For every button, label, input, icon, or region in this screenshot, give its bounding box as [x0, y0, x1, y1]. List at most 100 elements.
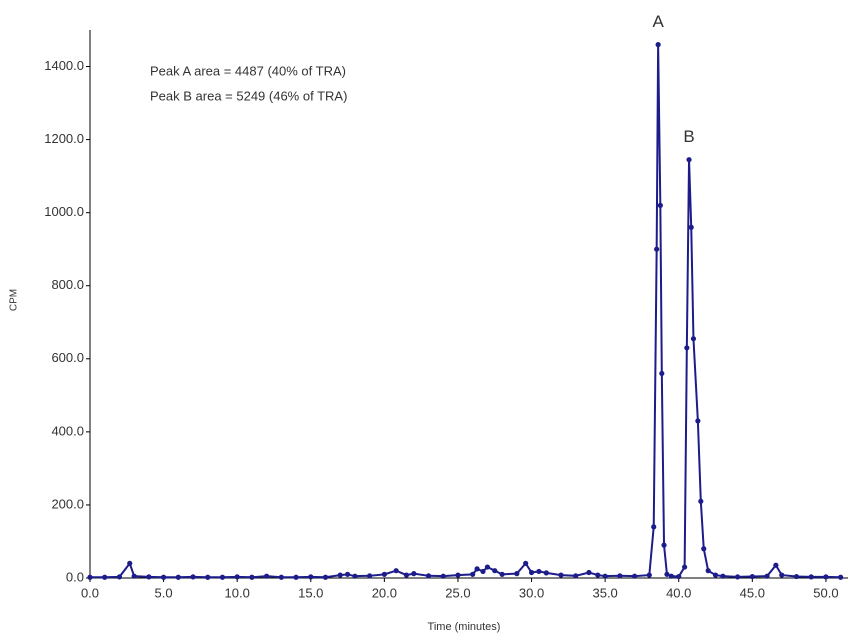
data-point — [793, 573, 800, 580]
data-point — [735, 574, 741, 580]
y-tick-label: 400.0 — [51, 423, 84, 438]
data-point — [688, 224, 694, 230]
data-point — [661, 542, 667, 548]
data-point — [668, 573, 674, 579]
data-point — [823, 574, 829, 580]
data-point — [102, 574, 108, 580]
annotation: Peak B area = 5249 (46% of TRA) — [150, 88, 347, 103]
data-point — [337, 572, 343, 578]
data-point — [344, 571, 351, 577]
data-point — [586, 569, 592, 576]
data-point — [492, 568, 498, 574]
data-point — [602, 573, 608, 579]
x-axis-label: Time (minutes) — [428, 621, 501, 633]
data-point — [523, 560, 529, 566]
data-point — [234, 574, 240, 580]
data-point — [705, 568, 711, 574]
peak-label: B — [683, 127, 694, 146]
data-point — [659, 370, 665, 377]
data-point — [651, 524, 657, 530]
data-point — [514, 571, 520, 577]
data-point — [595, 572, 601, 578]
annotation: Peak A area = 4487 (40% of TRA) — [150, 63, 346, 78]
y-tick-label: 800.0 — [51, 277, 84, 292]
x-tick-label: 30.0 — [519, 585, 544, 600]
data-point — [480, 568, 486, 575]
data-point — [655, 42, 661, 48]
y-tick-label: 0.0 — [66, 569, 84, 584]
data-point — [175, 574, 181, 580]
data-point — [205, 574, 211, 580]
y-tick-label: 1400.0 — [44, 58, 84, 73]
data-point — [690, 336, 697, 342]
data-point — [381, 571, 387, 577]
data-point — [558, 572, 564, 578]
data-point — [654, 246, 660, 252]
data-point — [720, 573, 726, 579]
x-tick-label: 35.0 — [592, 585, 617, 600]
x-tick-label: 20.0 — [372, 585, 397, 600]
data-point — [808, 574, 814, 580]
x-tick-label: 5.0 — [155, 585, 173, 600]
data-point — [293, 574, 299, 580]
data-point — [411, 571, 417, 577]
data-point — [131, 573, 137, 579]
y-axis-label: CPM — [9, 289, 20, 311]
data-point — [264, 573, 270, 579]
data-point — [470, 571, 476, 577]
data-point — [455, 572, 461, 578]
data-point — [684, 345, 690, 351]
data-point — [646, 572, 652, 578]
data-point — [116, 574, 123, 580]
data-point — [682, 564, 688, 570]
data-point — [676, 573, 682, 580]
y-tick-label: 1000.0 — [44, 204, 84, 219]
data-point — [484, 564, 490, 570]
data-point — [190, 574, 196, 580]
data-point — [474, 566, 480, 572]
data-point — [749, 573, 755, 580]
data-point — [425, 573, 432, 579]
data-point — [308, 574, 314, 580]
data-point — [764, 573, 770, 579]
data-point — [528, 569, 535, 576]
data-point — [87, 574, 93, 580]
data-point — [657, 202, 663, 208]
data-line — [90, 44, 841, 579]
data-point — [664, 571, 670, 577]
data-point — [573, 573, 579, 579]
data-point — [367, 573, 373, 579]
data-point — [695, 418, 701, 424]
data-point — [499, 571, 505, 577]
data-point — [536, 568, 542, 575]
x-tick-label: 50.0 — [813, 585, 838, 600]
peak-label: A — [652, 12, 664, 31]
data-point — [440, 573, 446, 579]
x-tick-label: 10.0 — [225, 585, 250, 600]
data-point — [352, 573, 358, 579]
data-point — [278, 574, 284, 580]
y-tick-label: 600.0 — [51, 350, 84, 365]
x-tick-label: 40.0 — [666, 585, 691, 600]
data-point — [779, 572, 785, 578]
data-point — [773, 562, 779, 568]
x-tick-label: 25.0 — [445, 585, 470, 600]
data-point — [160, 574, 167, 580]
x-tick-label: 45.0 — [740, 585, 765, 600]
data-point — [219, 574, 226, 580]
data-point — [701, 546, 707, 552]
x-tick-label: 0.0 — [81, 585, 99, 600]
data-point — [543, 570, 549, 576]
y-tick-label: 1200.0 — [44, 131, 84, 146]
data-point — [403, 572, 410, 578]
data-point — [249, 574, 255, 580]
data-point — [631, 573, 638, 579]
data-point — [712, 572, 719, 578]
data-point — [838, 574, 844, 580]
data-point — [617, 573, 623, 579]
data-point — [146, 574, 152, 580]
data-point — [127, 560, 133, 566]
data-point — [698, 498, 704, 504]
data-point — [393, 568, 399, 574]
